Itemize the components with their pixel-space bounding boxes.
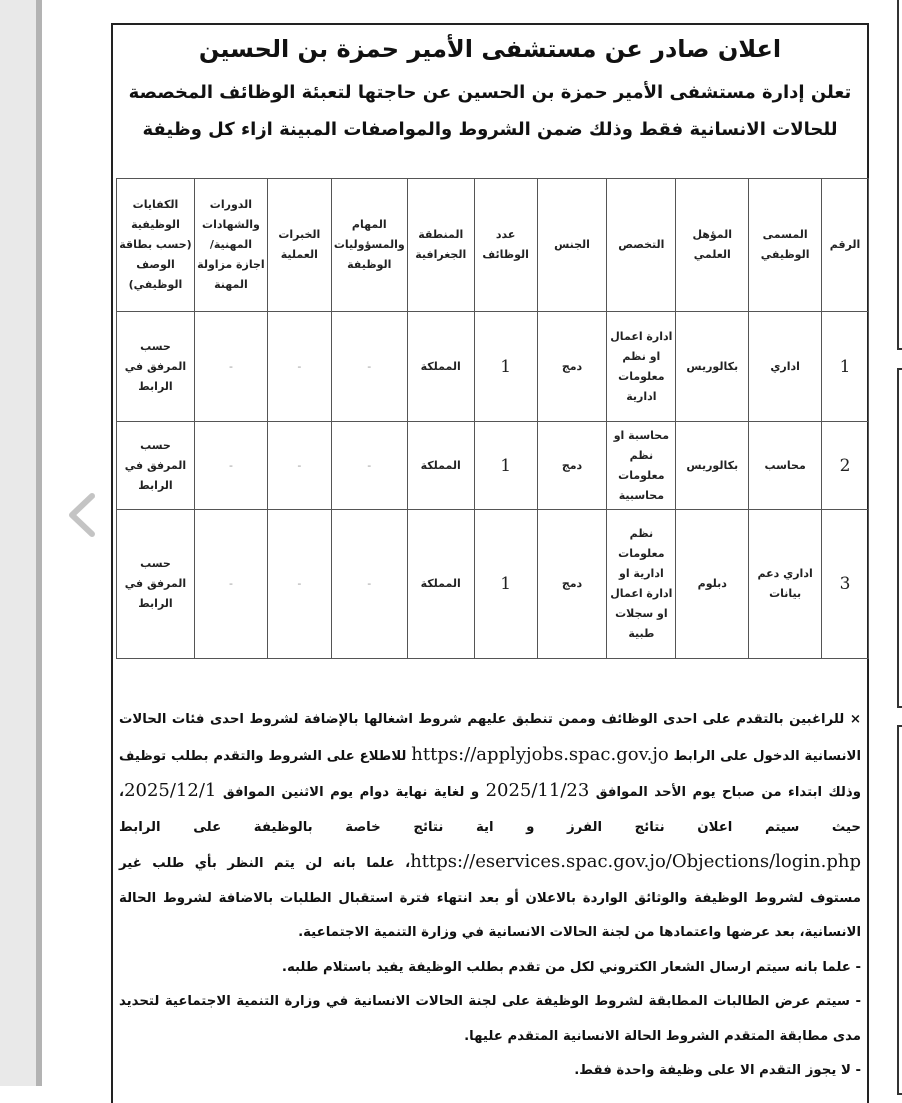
table-cell: - [193,509,268,659]
announcement-subtitle: للحالات الانسانية فقط وذلك ضمن الشروط وا… [142,119,838,140]
table-cell: المملكة [406,311,475,422]
table-cell: دمج [536,421,608,510]
announcement-subtitle: تعلن إدارة مستشفى الأمير حمزة بن الحسين … [128,82,852,103]
table-cell: نظم معلومات ادارية او ادارة اعمال او سجل… [606,509,677,659]
table-cell: - [266,509,332,659]
announcement-box: اعلان صادر عن مستشفى الأمير حمزة بن الحس… [111,23,869,1103]
column-header: المهام والمسؤوليات الوظيفة [330,178,408,312]
objections-link[interactable]: https://eservices.spac.gov.jo/Objections… [410,851,861,872]
column-header: الرقم [821,178,869,312]
table-cell: - [193,421,268,510]
table-cell: - [330,311,408,422]
chevron-left-icon[interactable] [62,492,102,538]
table-cell: - [266,421,332,510]
table-cell: دمج [536,311,608,422]
body-text: ، علما بانه لن يتم النظر بأي طلب غير مست… [119,856,861,940]
table-cell: محاسبة او نظم معلومات محاسبية [606,421,677,510]
column-header: التخصص [606,178,677,312]
table-row: 3 اداري دعم بيانات دبلوم نظم معلومات ادارية… [116,509,869,659]
column-header: الجنس [536,178,608,312]
column-header: الكفايات الوظيفية (حسب بطاقة الوصف الوظي… [116,178,195,312]
start-date: 2025/11/23 [485,780,590,801]
application-paragraph: × للراغبين بالتقدم على احدى الوظائف وممن… [119,703,861,951]
table-cell: - [330,509,408,659]
note: - لا يجوز التقدم الا على وظيفة واحدة فقط… [574,1063,861,1078]
table-cell: - [193,311,268,422]
adjacent-ad-panel [897,0,902,350]
column-header: عدد الوظائف [473,178,538,312]
table-cell: - [266,311,332,422]
table-cell: اداري دعم بيانات [748,509,823,659]
table-cell: حسب المرفق في الرابط [116,311,195,422]
table-cell: - [330,421,408,510]
table-cell: 1 [473,509,538,659]
table-header-row: الرقم المسمى الوظيفي المؤهل العلمي التخصص ال… [116,178,869,312]
column-header: المؤهل العلمي [675,178,750,312]
column-header: الخبرات العملية [266,178,332,312]
table-cell: محاسب [748,421,823,510]
table-row: 1 اداري بكالوريس ادارة اعمال او نظم معلومات… [116,311,869,422]
adjacent-ad-panel [897,725,902,1095]
table-cell: دبلوم [675,509,750,659]
table-cell: 3 [821,509,869,659]
announcement-title: اعلان صادر عن مستشفى الأمير حمزة بن الحس… [198,35,782,63]
note: - علما بانه سيتم ارسال الشعار الكتروني ل… [281,959,861,975]
table-cell: دمج [536,509,608,659]
column-header: المسمى الوظيفي [748,178,823,312]
table-cell: ادارة اعمال او نظم معلومات ادارية [606,311,677,422]
body-text: ، حيث سيتم اعلان نتائج الفرز و اية نتائج… [119,785,861,835]
viewer-divider [36,0,42,1086]
end-date: 2025/12/1 [124,780,217,801]
table-cell: المملكة [406,421,475,510]
table-cell: حسب المرفق في الرابط [116,421,195,510]
body-text: للاطلاع على الشروط والتقدم بطلب توظيف وذ… [119,748,861,801]
column-header: الدورات والشهادات المهنية/ اجازة مزاولة … [193,178,268,312]
table-cell: 1 [473,311,538,422]
table-cell: المملكة [406,509,475,659]
column-header: المنطقة الجغرافية [406,178,475,312]
table-cell: 1 [821,311,869,422]
table-cell: بكالوريس [675,311,750,422]
adjacent-ad-panel [897,368,902,708]
table-cell: 2 [821,421,869,510]
apply-link[interactable]: https://applyjobs.spac.gov.jo [411,743,669,765]
note: - سيتم عرض الطالبات المطابقة لشروط الوظي… [119,994,861,1044]
table-row: 2 محاسب بكالوريس محاسبة او نظم معلومات محاس… [116,421,869,510]
viewer-left-margin [0,0,36,1086]
jobs-table: الرقم المسمى الوظيفي المؤهل العلمي التخصص ال… [116,178,869,659]
body-text: و لغاية نهاية دوام يوم الاثنين الموافق [216,785,486,800]
announcement-body: × للراغبين بالتقدم على احدى الوظائف وممن… [119,703,861,1089]
table-cell: حسب المرفق في الرابط [116,509,195,659]
table-cell: بكالوريس [675,421,750,510]
body-text: × للراغبين بالتقدم على احدى الوظائف وممن… [119,712,862,764]
table-cell: اداري [748,311,823,422]
table-cell: 1 [473,421,538,510]
